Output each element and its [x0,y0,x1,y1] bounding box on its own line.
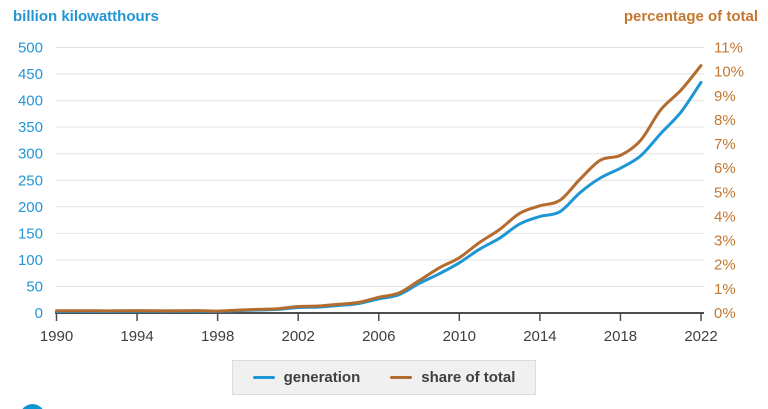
right-axis-tick-label: 3% [714,233,736,250]
x-axis-tick-label: 2006 [362,328,395,345]
generation-line-swatch [252,376,275,379]
x-axis-tick-label: 2018 [604,328,637,345]
right-axis-tick-label: 4% [714,208,736,225]
right-axis-title: percentage of total [623,8,758,25]
right-axis-tick-label: 8% [714,112,736,129]
line-chart: 0 50 100 150 200 250 300 350 400 450 500 0% 1% 2% 3% 4%… [18,40,744,346]
left-axis-tick-label: 150 [18,225,43,242]
right-axis-tick-label: 1% [714,281,736,298]
legend-label-share-of-total: share of total [421,369,516,386]
series-line-generation [55,80,703,313]
x-axis-tick-label: 2002 [282,328,315,345]
series-line-share-of-total [55,64,703,313]
x-axis-tick-label: 1990 [40,328,73,345]
legend-item-generation[interactable]: generation [252,369,361,386]
left-axis-tick-label: 200 [18,199,43,216]
left-axis-tick-label: 350 [18,119,43,136]
left-axis-tick-label: 500 [18,40,43,57]
x-axis-tick-label: 2014 [523,328,556,345]
left-axis-tick-label: 300 [18,146,43,163]
legend-box: generation share of total [231,360,537,395]
share-of-total-line-swatch [390,376,413,379]
right-axis-tick-label: 5% [714,184,736,201]
right-axis-tick-label: 7% [714,136,736,153]
left-axis-title: billion kilowatthours [13,8,159,25]
x-axis-tick-label: 1998 [201,328,234,345]
right-axis-tick-label: 6% [714,160,736,177]
left-axis-tick-label: 250 [18,172,43,189]
legend-item-share-of-total[interactable]: share of total [390,369,515,386]
left-axis-tick-label: 100 [18,252,43,269]
left-axis-tick-label: 0 [35,305,43,322]
right-axis-tick-label: 0% [714,305,736,322]
right-axis-tick-label: 9% [714,88,736,105]
legend: generation share of total [0,360,768,395]
x-axis-tick-label: 2022 [684,328,717,345]
left-axis-tick-label: 400 [18,93,43,110]
left-axis-tick-label: 50 [26,278,43,295]
right-axis-tick-label: 2% [714,257,736,274]
x-axis-tick-label: 2010 [443,328,476,345]
x-axis-tick-label: 1994 [120,328,153,345]
right-axis-tick-label: 10% [714,64,744,81]
left-axis-tick-label: 450 [18,66,43,83]
eia-logo-icon [20,404,45,409]
right-axis-tick-label: 11% [714,40,743,57]
legend-label-generation: generation [283,369,361,386]
